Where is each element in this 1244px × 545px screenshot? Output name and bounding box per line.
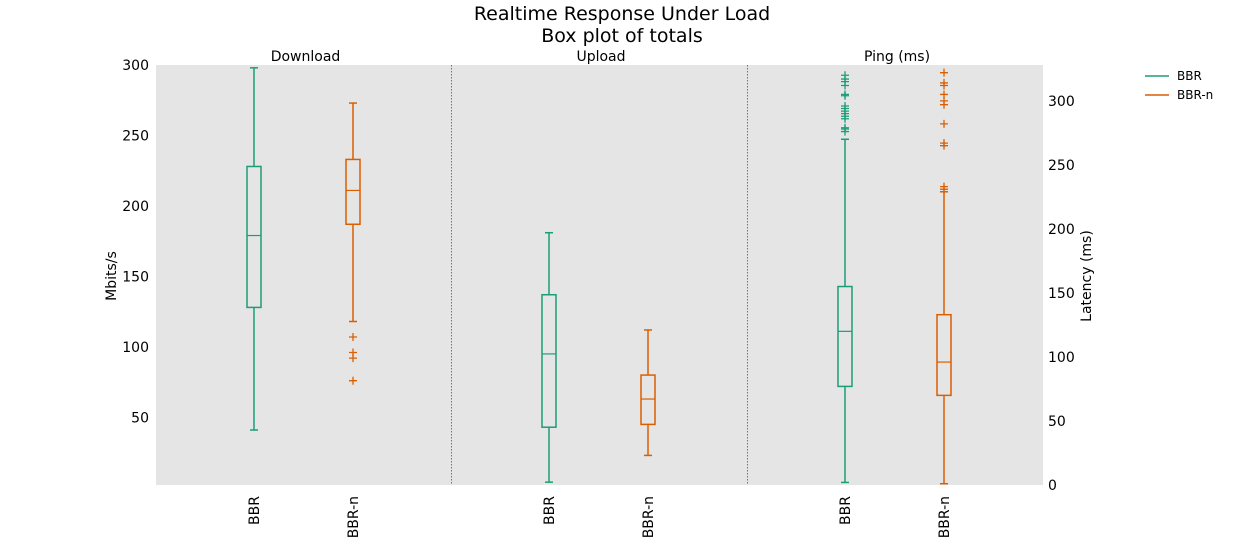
left-tick-label: 150	[122, 269, 149, 285]
left-tick-label: 250	[122, 128, 149, 144]
left-axis-label: Mbits/s	[104, 251, 120, 301]
category-label: BBR	[542, 496, 558, 525]
box-iqr	[640, 374, 656, 426]
right-tick-label: 50	[1048, 414, 1066, 430]
box-iqr	[246, 165, 262, 309]
chart-title: Realtime Response Under Load	[474, 3, 770, 25]
chart-subtitle: Box plot of totals	[541, 25, 703, 47]
legend-label-bbr: BBR	[1177, 69, 1202, 83]
box-iqr	[541, 293, 557, 428]
chart-marks: 50 100 150 200 250 300 0 50 100 150 200 250 300 Downl…	[122, 49, 1074, 538]
outlier-point	[940, 182, 948, 191]
category-label: BBR-n	[641, 496, 657, 538]
left-tick-label: 300	[122, 58, 149, 74]
outlier-point	[841, 90, 849, 99]
right-tick-label: 100	[1048, 350, 1075, 366]
box-iqr	[345, 158, 361, 226]
category-label: BBR-n	[346, 496, 362, 538]
legend: BBR BBR-n	[1145, 69, 1213, 102]
outlier-point	[940, 78, 948, 87]
outlier-point	[349, 333, 357, 342]
outlier-point	[841, 71, 849, 80]
outlier-point	[940, 139, 948, 148]
right-tick-label: 150	[1048, 286, 1075, 302]
outlier-point	[349, 376, 357, 385]
outlier-point	[940, 68, 948, 77]
category-label: BBR	[838, 496, 854, 525]
right-tick-label: 200	[1048, 222, 1075, 238]
left-tick-label: 50	[131, 410, 149, 426]
box-iqr	[837, 285, 853, 388]
panel-title: Ping (ms)	[864, 49, 930, 65]
plot-background	[156, 65, 1043, 485]
right-tick-label: 0	[1048, 478, 1057, 494]
outlier-point	[841, 101, 849, 110]
panel-title: Upload	[576, 49, 625, 65]
outlier-point	[841, 123, 849, 132]
right-tick-label: 300	[1048, 94, 1075, 110]
outlier-point	[940, 90, 948, 99]
right-tick-label: 250	[1048, 158, 1075, 174]
left-tick-label: 200	[122, 199, 149, 215]
panel-title: Download	[271, 49, 341, 65]
outlier-point	[940, 119, 948, 128]
right-axis-label: Latency (ms)	[1079, 230, 1095, 322]
legend-label-bbr-n: BBR-n	[1177, 88, 1213, 102]
category-label: BBR	[247, 496, 263, 525]
left-tick-label: 100	[122, 340, 149, 356]
outlier-point	[349, 348, 357, 357]
category-label: BBR-n	[937, 496, 953, 538]
box-iqr	[936, 313, 952, 397]
